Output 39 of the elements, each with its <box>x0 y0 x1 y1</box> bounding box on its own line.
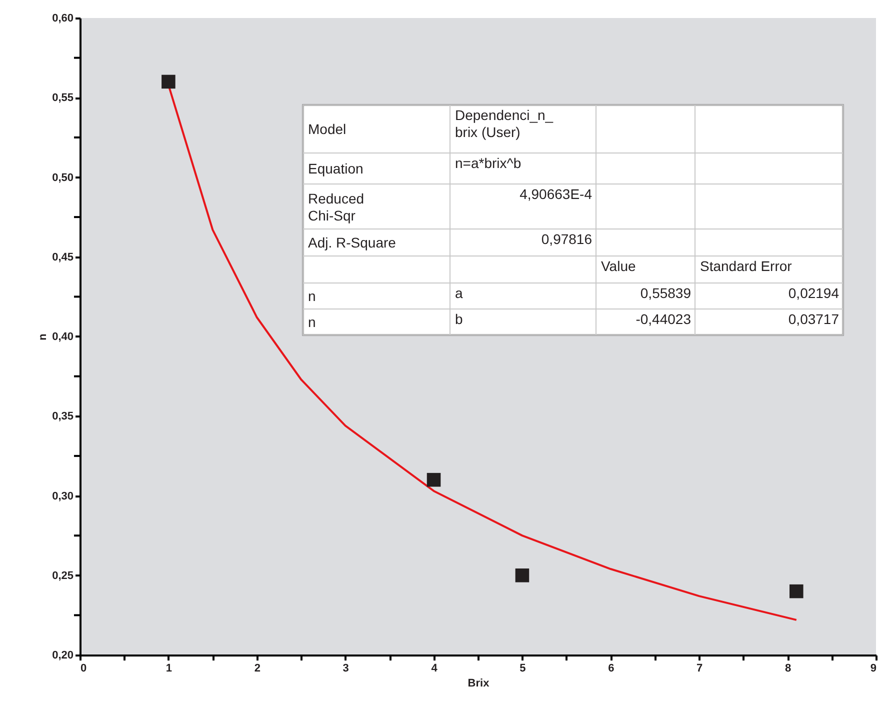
annotation: 0,02194 <box>788 285 840 301</box>
y-tick-label: 0,55 <box>52 92 74 104</box>
x-tick-label: 6 <box>608 662 614 674</box>
annotation: Reduced Chi-Sqr <box>308 190 364 224</box>
x-axis-title: Brix <box>468 678 490 690</box>
annotation: Dependenci_n_ brix (User) <box>455 107 554 140</box>
annotation: Adj. R-Square <box>308 234 396 250</box>
y-tick-label: 0,20 <box>52 650 74 662</box>
x-tick-label: 2 <box>254 662 260 674</box>
annotation: -0,44023 <box>636 311 692 327</box>
y-tick-label: 0,50 <box>52 172 74 184</box>
annotation: n <box>308 288 316 304</box>
y-tick-label: 0,30 <box>52 490 74 502</box>
y-axis-title: n <box>37 333 50 340</box>
annotation: Model <box>308 121 346 137</box>
y-tick-label: 0,45 <box>52 251 74 264</box>
y-tick-label: 0,60 <box>52 12 74 24</box>
x-tick-label: 4 <box>431 662 438 674</box>
x-tick-label: 7 <box>696 662 703 674</box>
annotation: n <box>308 314 316 330</box>
annotation: 0,97816 <box>541 231 592 247</box>
annotation: 0,03717 <box>788 311 840 327</box>
annotation: 0,55839 <box>640 285 692 301</box>
annotation: n=a*brix^b <box>455 155 522 171</box>
annotation: Equation <box>308 160 364 176</box>
y-tick-label: 0,35 <box>52 410 74 423</box>
annotation: a <box>455 285 463 301</box>
annotation: b <box>455 311 463 327</box>
x-tick-label: 5 <box>520 662 526 674</box>
y-tick-label: 0,25 <box>52 570 74 582</box>
annotation: Value <box>601 258 636 274</box>
x-tick-label: 0 <box>80 662 87 674</box>
x-tick-label: 8 <box>784 662 792 674</box>
annotation: Standard Error <box>700 258 792 274</box>
y-tick-label: 0,40 <box>52 331 74 343</box>
x-tick-label: 9 <box>870 662 876 674</box>
annotation: 4,90663E-4 <box>520 186 592 202</box>
x-tick-label: 3 <box>342 662 349 674</box>
x-tick-label: 1 <box>166 662 172 674</box>
